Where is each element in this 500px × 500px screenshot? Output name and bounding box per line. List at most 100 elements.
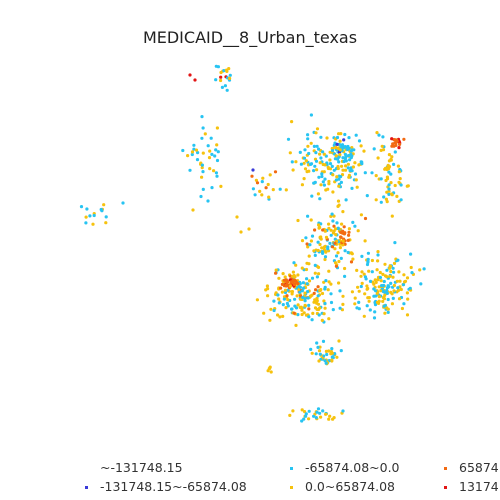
map-point	[320, 291, 325, 296]
map-point	[291, 270, 295, 274]
map-point	[306, 296, 310, 300]
map-point	[370, 258, 374, 263]
map-point	[360, 281, 364, 285]
map-point	[367, 296, 371, 300]
map-point	[359, 144, 363, 148]
legend-swatch-2	[85, 486, 88, 489]
map-point	[381, 299, 385, 303]
map-point	[332, 224, 336, 228]
map-point	[303, 304, 307, 308]
map-point	[282, 295, 287, 299]
map-point	[403, 279, 408, 283]
map-point	[389, 269, 393, 274]
map-point	[323, 287, 327, 291]
map-point	[326, 245, 330, 249]
map-point	[390, 302, 394, 306]
map-point	[327, 179, 331, 184]
map-point	[336, 199, 341, 203]
map-point	[200, 175, 204, 179]
map-point	[313, 228, 317, 232]
map-point	[405, 313, 410, 317]
map-point	[84, 221, 88, 225]
map-point	[394, 143, 398, 147]
map-point	[366, 260, 370, 264]
map-point	[306, 133, 310, 137]
map-point	[360, 162, 364, 166]
map-point	[99, 207, 103, 212]
map-point	[330, 358, 334, 362]
map-point	[313, 253, 317, 257]
map-point	[315, 127, 320, 131]
map-point	[327, 280, 331, 284]
map-point	[324, 235, 329, 239]
map-point	[396, 286, 400, 290]
map-point	[315, 410, 319, 414]
map-point	[385, 291, 389, 295]
map-point	[397, 170, 401, 174]
map-point	[314, 151, 318, 155]
map-point	[318, 161, 322, 165]
map-point	[261, 176, 265, 180]
map-point	[319, 288, 323, 292]
map-point	[315, 341, 319, 345]
map-point	[300, 183, 304, 187]
map-point	[350, 290, 354, 294]
map-point	[309, 239, 313, 243]
map-point	[284, 188, 288, 192]
map-point	[289, 280, 293, 284]
map-point	[194, 148, 199, 152]
map-point	[320, 174, 324, 179]
map-point	[336, 166, 340, 171]
map-point	[357, 300, 361, 304]
map-point	[335, 135, 340, 140]
map-point	[316, 407, 321, 411]
map-point	[331, 417, 335, 421]
map-point	[265, 284, 269, 288]
map-point	[331, 190, 335, 194]
map-point	[319, 237, 323, 241]
map-point	[304, 412, 308, 416]
map-point	[339, 349, 343, 353]
map-point	[313, 271, 317, 275]
map-point	[389, 281, 393, 285]
map-point	[418, 268, 422, 272]
map-point	[201, 187, 205, 191]
map-point	[315, 296, 319, 300]
map-point	[318, 152, 322, 156]
map-point	[296, 218, 300, 223]
map-point	[380, 284, 384, 288]
map-point	[323, 177, 327, 181]
map-point	[260, 180, 264, 184]
map-point	[303, 291, 307, 295]
map-point	[316, 192, 320, 196]
map-point	[340, 308, 344, 312]
map-point	[323, 306, 327, 310]
map-point	[328, 150, 332, 154]
map-point	[290, 160, 294, 164]
map-point	[397, 146, 401, 150]
map-point	[239, 230, 243, 234]
map-point	[327, 226, 331, 230]
map-point	[353, 302, 357, 306]
map-point	[314, 416, 318, 420]
map-point	[278, 187, 282, 191]
map-point	[288, 151, 292, 155]
map-point	[331, 149, 335, 153]
map-point	[295, 281, 299, 285]
map-point	[220, 85, 224, 89]
map-point	[333, 247, 337, 251]
map-point	[327, 269, 331, 273]
map-point	[335, 175, 339, 179]
map-point	[296, 313, 300, 317]
map-point	[314, 288, 318, 292]
map-point	[381, 289, 385, 294]
map-point	[298, 285, 302, 289]
map-point	[335, 221, 339, 225]
map-point	[342, 159, 346, 164]
map-point	[341, 239, 345, 243]
map-point	[409, 252, 413, 256]
map-point	[360, 270, 364, 274]
map-point	[391, 296, 395, 300]
map-point	[396, 288, 401, 292]
map-point	[321, 409, 325, 413]
